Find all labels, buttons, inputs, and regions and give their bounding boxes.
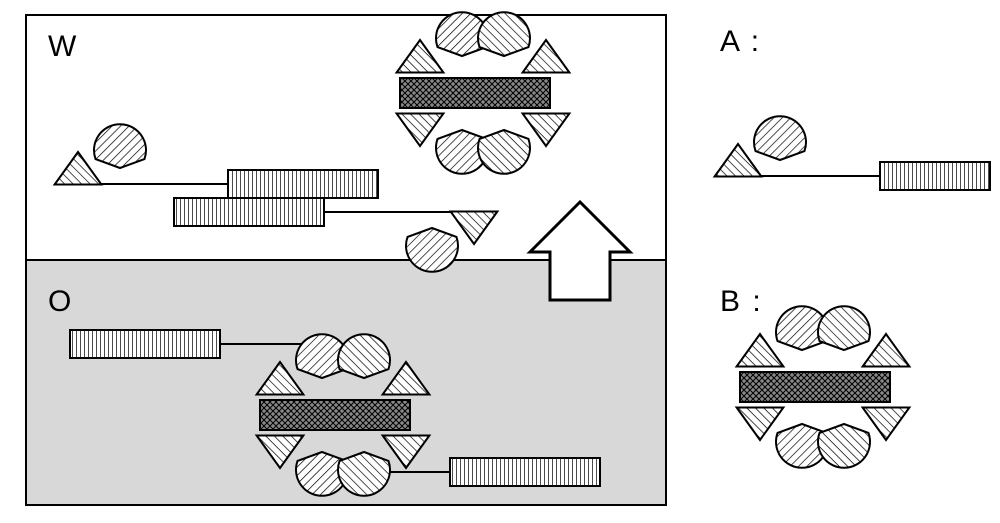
label-A: A : (720, 25, 761, 59)
label-B: B : (720, 285, 763, 319)
label-W: W (48, 30, 78, 64)
diagram-stage (0, 0, 1000, 523)
label-O: O (48, 285, 73, 319)
